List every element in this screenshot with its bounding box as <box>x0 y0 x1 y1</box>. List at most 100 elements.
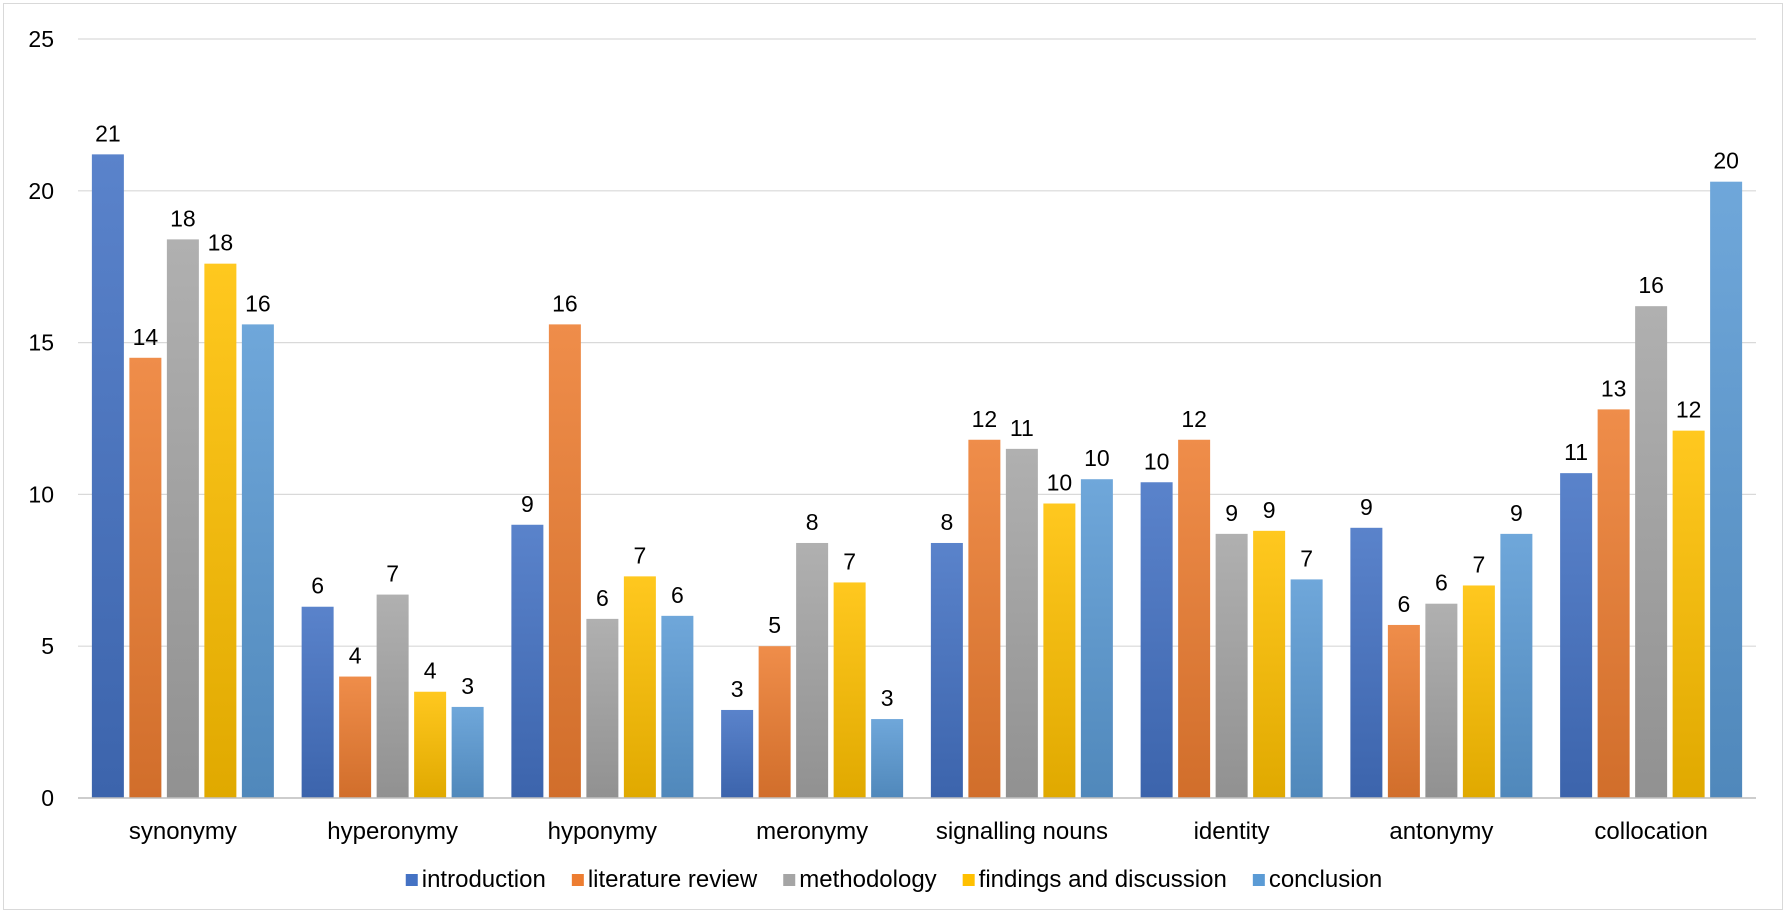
bar-findings-and-discussion-antonymy <box>1462 585 1495 798</box>
legend-label: conclusion <box>1269 866 1382 893</box>
legend: introduction literature review methodology… <box>405 866 1382 893</box>
data-label: 16 <box>552 290 578 316</box>
bar-findings-and-discussion-hyperonymy <box>414 691 447 798</box>
bar-literature-review-antonymy <box>1387 624 1420 798</box>
bar-introduction-synonymy <box>91 154 124 799</box>
legend-label: methodology <box>799 866 936 893</box>
data-label: 6 <box>596 585 609 611</box>
legend-swatch <box>962 874 975 886</box>
legend-item-introduction: introduction <box>405 866 546 893</box>
bar-introduction-antonymy <box>1350 527 1383 798</box>
data-label: 16 <box>245 290 271 316</box>
data-label: 21 <box>95 120 121 146</box>
legend-swatch <box>1252 874 1265 886</box>
data-label: 6 <box>1435 570 1448 596</box>
bars <box>91 154 1743 799</box>
data-label: 11 <box>1564 439 1588 465</box>
data-label: 12 <box>972 406 998 432</box>
bar-conclusion-meronymy <box>871 719 904 798</box>
legend-label: introduction <box>422 866 546 893</box>
bar-introduction-identity <box>1140 482 1173 798</box>
bar-introduction-hyperonymy <box>301 606 334 798</box>
data-label: 9 <box>1360 494 1373 520</box>
data-label: 8 <box>806 509 819 535</box>
data-label: 16 <box>1638 272 1664 298</box>
y-tick-label: 15 <box>28 330 54 356</box>
bar-introduction-hyponymy <box>511 524 544 798</box>
data-label: 6 <box>311 573 324 599</box>
x-tick-label: antonymy <box>1389 818 1493 845</box>
x-tick-label: meronymy <box>756 818 868 845</box>
x-tick-label: collocation <box>1594 818 1707 845</box>
bar-findings-and-discussion-signalling-nouns <box>1043 503 1076 798</box>
x-tick-label: hyponymy <box>548 818 657 845</box>
data-label: 8 <box>940 509 953 535</box>
y-tick-label: 0 <box>41 785 54 811</box>
data-label: 20 <box>1713 148 1739 174</box>
data-label: 10 <box>1047 470 1073 496</box>
legend-swatch <box>571 874 584 886</box>
legend-item-conclusion: conclusion <box>1252 866 1382 893</box>
data-label: 9 <box>521 491 534 517</box>
legend-swatch <box>783 874 796 886</box>
bar-findings-and-discussion-synonymy <box>204 263 237 798</box>
bar-literature-review-hyponymy <box>548 324 581 798</box>
data-label: 14 <box>133 324 159 350</box>
data-label: 3 <box>881 685 894 711</box>
legend-swatch <box>405 874 418 886</box>
y-axis-ticks: 0 5 10 15 20 25 <box>28 26 54 811</box>
bar-findings-and-discussion-hyponymy <box>623 576 656 798</box>
data-label: 9 <box>1510 500 1523 526</box>
data-label: 6 <box>1397 591 1410 617</box>
y-tick-label: 5 <box>41 633 54 659</box>
legend-item-methodology: methodology <box>783 866 937 893</box>
data-label: 12 <box>1676 397 1702 423</box>
data-label: 3 <box>461 673 474 699</box>
data-label: 9 <box>1263 497 1276 523</box>
bar-literature-review-hyperonymy <box>339 676 372 798</box>
chart-frame: 0 5 10 15 20 25 21 14 18 18 16 6 4 7 4 3 9 16 6 7 6 3 5 8 7 3 8 12… <box>3 3 1783 910</box>
legend-item-literature-review: literature review <box>571 866 758 893</box>
data-label: 18 <box>208 230 234 256</box>
data-label: 6 <box>671 582 684 608</box>
bar-introduction-collocation <box>1560 473 1593 798</box>
data-label: 7 <box>1300 545 1313 571</box>
x-tick-label: signalling nouns <box>936 818 1108 845</box>
bar-methodology-hyperonymy <box>376 594 409 798</box>
legend-item-findings-and-discussion: findings and discussion <box>962 866 1227 893</box>
bar-methodology-identity <box>1215 533 1248 798</box>
bar-methodology-antonymy <box>1425 603 1458 798</box>
data-label: 7 <box>633 542 646 568</box>
bar-literature-review-identity <box>1178 439 1211 798</box>
bar-findings-and-discussion-identity <box>1253 530 1286 798</box>
data-label: 7 <box>386 561 399 587</box>
bar-conclusion-antonymy <box>1500 533 1533 798</box>
bar-literature-review-collocation <box>1597 409 1630 798</box>
data-label: 10 <box>1144 448 1170 474</box>
data-label: 3 <box>731 676 744 702</box>
bar-findings-and-discussion-collocation <box>1672 430 1705 798</box>
data-label: 4 <box>349 643 362 669</box>
bar-literature-review-synonymy <box>129 357 162 798</box>
data-label: 12 <box>1181 406 1207 432</box>
data-label: 4 <box>424 658 437 684</box>
data-label: 9 <box>1225 500 1238 526</box>
data-label: 13 <box>1601 375 1627 401</box>
data-label: 7 <box>1472 551 1485 577</box>
x-tick-label: hyperonymy <box>327 818 458 845</box>
data-label: 18 <box>170 205 196 231</box>
x-axis: synonymy hyperonymy hyponymy meronymy signal… <box>78 797 1756 845</box>
y-tick-label: 20 <box>28 178 54 204</box>
bar-literature-review-signalling-nouns <box>968 439 1001 798</box>
legend-label: literature review <box>588 866 758 893</box>
bar-conclusion-hyponymy <box>661 615 694 798</box>
bar-conclusion-hyperonymy <box>451 706 484 798</box>
bar-findings-and-discussion-meronymy <box>833 582 866 798</box>
data-label: 11 <box>1010 415 1034 441</box>
bar-conclusion-identity <box>1290 579 1323 798</box>
bar-methodology-synonymy <box>166 239 199 799</box>
bar-conclusion-synonymy <box>241 324 274 798</box>
bar-conclusion-collocation <box>1710 181 1743 798</box>
